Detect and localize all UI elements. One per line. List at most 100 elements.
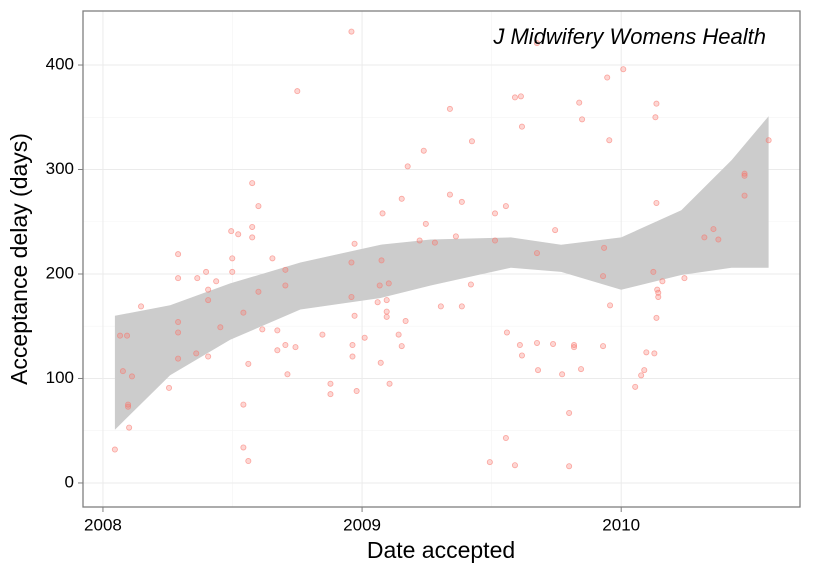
point — [566, 409, 573, 416]
point — [374, 299, 381, 306]
point — [571, 344, 578, 351]
point — [349, 342, 356, 349]
point — [458, 198, 465, 205]
point — [205, 297, 212, 304]
point — [741, 172, 748, 179]
point — [175, 319, 182, 326]
point — [566, 463, 573, 470]
point — [175, 275, 182, 282]
y-tick-label: 200 — [46, 263, 74, 282]
point — [643, 349, 650, 356]
y-tick-label: 100 — [46, 368, 74, 387]
point — [377, 359, 384, 366]
point — [511, 94, 518, 101]
point — [533, 339, 540, 346]
point — [650, 268, 657, 275]
point — [351, 240, 358, 247]
point — [166, 384, 173, 391]
point — [292, 344, 299, 351]
point — [607, 302, 614, 309]
point — [502, 435, 509, 442]
point — [217, 324, 224, 331]
point — [422, 220, 429, 227]
point — [741, 170, 748, 177]
point — [274, 327, 281, 334]
point — [124, 332, 131, 339]
point — [638, 372, 645, 379]
x-tick-label: 2009 — [343, 515, 381, 534]
point — [255, 288, 262, 295]
point — [701, 234, 708, 241]
point — [259, 326, 266, 333]
y-tick-label: 400 — [46, 55, 74, 74]
point — [715, 236, 722, 243]
point — [550, 341, 557, 348]
point — [653, 100, 660, 107]
panel-border — [82, 10, 801, 508]
point — [282, 342, 289, 349]
point — [249, 180, 256, 187]
point — [205, 286, 212, 293]
point — [395, 331, 402, 338]
point — [349, 353, 356, 360]
point — [348, 259, 355, 266]
point — [327, 380, 334, 387]
point — [284, 371, 291, 378]
point — [467, 281, 474, 288]
point — [378, 257, 385, 264]
point — [452, 233, 459, 240]
point — [269, 255, 276, 262]
point — [641, 367, 648, 374]
y-axis-title: Acceptance delay (days) — [6, 133, 32, 385]
point — [402, 318, 409, 325]
point — [511, 462, 518, 469]
point — [249, 223, 256, 230]
point — [294, 88, 301, 95]
point — [535, 367, 542, 374]
point — [245, 360, 252, 367]
point — [229, 268, 236, 275]
point — [604, 74, 611, 81]
point — [205, 353, 212, 360]
point — [327, 391, 334, 398]
point — [431, 239, 438, 246]
point — [486, 459, 493, 466]
point — [348, 293, 355, 300]
point — [175, 251, 182, 258]
point — [552, 227, 559, 234]
point — [620, 66, 627, 73]
point — [383, 297, 390, 304]
point — [353, 388, 360, 395]
point — [111, 446, 118, 453]
point — [533, 250, 540, 257]
point — [741, 192, 748, 199]
x-tick-label: 2008 — [84, 515, 122, 534]
point — [361, 334, 368, 341]
point — [416, 237, 423, 244]
point — [193, 350, 200, 357]
point — [282, 282, 289, 289]
confidence-band — [114, 116, 769, 430]
point — [228, 228, 235, 235]
confidence-ribbon — [114, 116, 769, 430]
point — [606, 137, 613, 144]
point — [255, 203, 262, 210]
point — [386, 380, 393, 387]
point — [249, 234, 256, 241]
point — [681, 275, 688, 282]
point — [601, 244, 608, 251]
point — [655, 289, 662, 296]
y-tick-label: 0 — [65, 472, 74, 491]
point — [653, 199, 660, 206]
point — [194, 275, 201, 282]
point — [351, 312, 358, 319]
point — [437, 303, 444, 310]
point — [385, 280, 392, 287]
point — [710, 226, 717, 233]
point — [175, 329, 182, 336]
point — [376, 282, 383, 289]
point — [383, 308, 390, 315]
point — [571, 342, 578, 349]
point — [420, 147, 427, 154]
